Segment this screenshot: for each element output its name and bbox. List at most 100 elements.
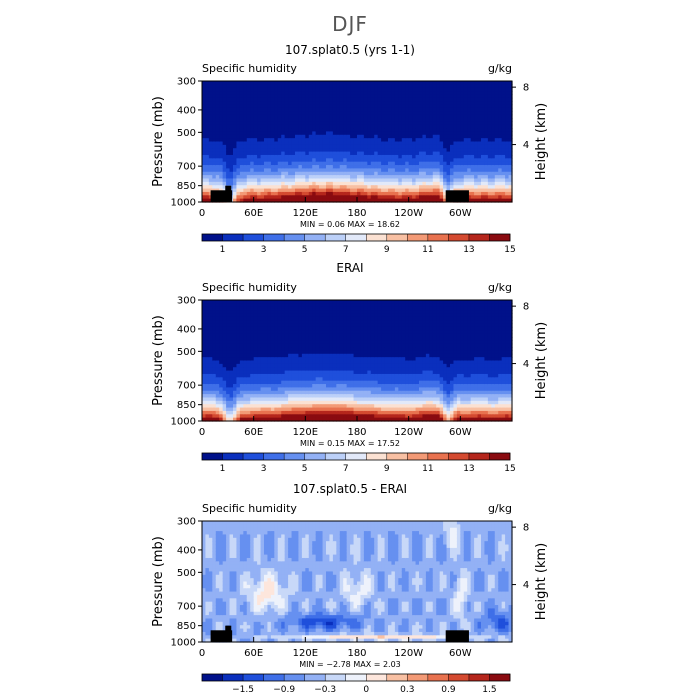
field-cell	[329, 357, 334, 362]
field-cell	[281, 188, 286, 193]
field-cell	[257, 397, 262, 402]
field-cell	[339, 417, 344, 422]
field-cell	[360, 84, 365, 89]
field-cell	[281, 387, 286, 392]
field-cell	[394, 178, 399, 183]
field-cell	[415, 111, 420, 116]
field-cell	[253, 367, 258, 372]
field-cell	[322, 141, 327, 146]
field-cell	[315, 181, 320, 186]
field-cell	[308, 175, 313, 180]
field-cell	[429, 181, 434, 186]
field-cell	[422, 181, 427, 186]
field-cell	[360, 343, 365, 348]
field-cell	[267, 128, 272, 133]
field-cell	[412, 117, 417, 122]
field-cell	[253, 326, 258, 331]
field-cell	[308, 117, 313, 122]
field-cell	[505, 138, 510, 143]
field-cell	[208, 175, 213, 180]
field-cell	[295, 377, 300, 382]
field-cell	[494, 104, 499, 109]
field-cell	[264, 400, 269, 405]
field-cell	[398, 94, 403, 99]
field-cell	[343, 320, 348, 325]
field-cell	[202, 185, 207, 190]
field-cell	[350, 357, 355, 362]
field-cell	[360, 353, 365, 358]
field-cell	[446, 121, 451, 126]
field-cell	[346, 151, 351, 156]
field-cell	[346, 154, 351, 159]
field-cell	[357, 107, 362, 112]
field-cell	[443, 168, 448, 173]
field-cell	[339, 330, 344, 335]
field-cell	[236, 107, 241, 112]
field-cell	[284, 313, 289, 318]
field-cell	[357, 178, 362, 183]
field-cell	[391, 161, 396, 166]
field-cell	[226, 181, 231, 186]
field-cell	[381, 165, 386, 169]
field-cell	[336, 91, 341, 96]
field-cell	[377, 188, 382, 193]
field-cell	[477, 175, 482, 180]
field-cell	[215, 333, 220, 338]
field-cell	[346, 97, 351, 102]
field-cell	[370, 94, 375, 99]
field-cell	[301, 407, 306, 412]
field-cell	[205, 300, 210, 304]
field-cell	[288, 377, 293, 382]
field-cell	[498, 181, 503, 186]
field-cell	[270, 141, 275, 146]
field-cell	[436, 158, 441, 163]
field-cell	[312, 373, 317, 378]
field-cell	[422, 138, 427, 143]
field-cell	[298, 97, 303, 102]
field-cell	[436, 195, 441, 200]
field-cell	[346, 168, 351, 173]
field-cell	[246, 158, 251, 163]
field-cell	[222, 175, 227, 180]
field-cell	[484, 144, 489, 149]
field-cell	[401, 81, 406, 85]
field-cell	[346, 367, 351, 372]
field-cell	[326, 310, 331, 315]
field-cell	[253, 141, 258, 146]
field-cell	[329, 104, 334, 109]
field-cell	[308, 370, 313, 375]
colorbar-swatch	[366, 234, 388, 241]
field-cell	[277, 310, 282, 315]
field-cell	[267, 347, 272, 352]
field-cell	[450, 121, 455, 126]
field-cell	[274, 404, 279, 409]
field-cell	[205, 407, 210, 412]
field-cell	[339, 117, 344, 122]
field-cell	[501, 148, 506, 153]
field-cell	[363, 198, 368, 203]
field-cell	[326, 357, 331, 362]
field-cell	[388, 111, 393, 116]
field-cell	[208, 390, 213, 395]
field-cell	[374, 81, 379, 85]
field-cell	[277, 104, 282, 109]
field-cell	[205, 178, 210, 183]
field-cell	[219, 387, 224, 392]
field-cell	[494, 161, 499, 166]
field-cell	[243, 97, 248, 102]
field-cell	[456, 161, 461, 166]
field-cell	[243, 310, 248, 315]
field-cell	[322, 367, 327, 372]
field-cell	[326, 400, 331, 405]
field-cell	[326, 168, 331, 173]
field-cell	[505, 91, 510, 96]
field-cell	[212, 387, 217, 392]
field-cell	[222, 171, 227, 176]
field-cell	[229, 134, 234, 139]
field-cell	[277, 124, 282, 129]
field-cell	[443, 191, 448, 196]
field-cell	[370, 171, 375, 176]
field-cell	[422, 117, 427, 122]
field-cell	[281, 417, 286, 422]
field-cell	[212, 350, 217, 355]
